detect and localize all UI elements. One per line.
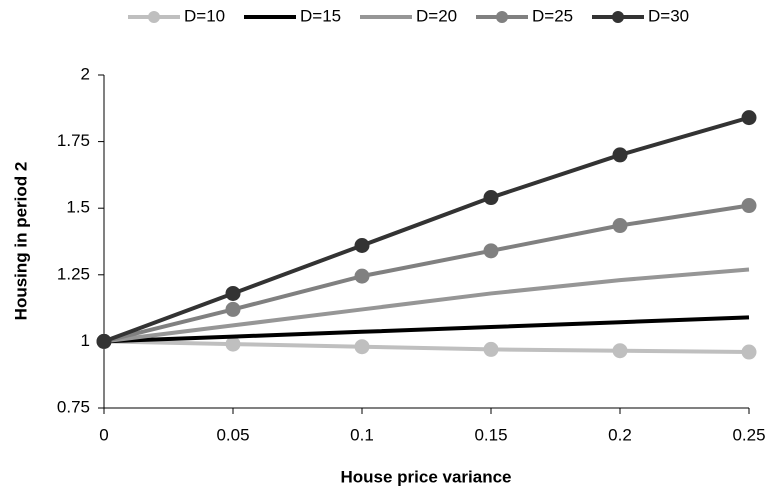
series-line [103, 339, 750, 355]
y-axis-title: Housing in period 2 [11, 162, 30, 321]
series-marker [354, 268, 370, 284]
series-marker [741, 198, 757, 214]
series-marker [225, 301, 241, 317]
series-marker [612, 343, 628, 359]
y-tick-label: 1.5 [66, 198, 90, 217]
y-tick-label: 1.75 [57, 131, 90, 150]
legend-label: D=30 [648, 6, 689, 25]
series-marker [225, 285, 241, 301]
y-tick-label: 2 [81, 64, 90, 83]
series-marker [354, 237, 370, 253]
series-line [103, 115, 750, 344]
legend-label: D=25 [532, 6, 573, 25]
y-tick-label: 1 [81, 331, 90, 350]
series-marker [354, 339, 370, 355]
series-line [103, 267, 750, 344]
series-marker [225, 336, 241, 352]
series-line [103, 203, 750, 344]
series-marker [483, 243, 499, 259]
x-axis-title: House price variance [340, 467, 511, 486]
y-tick-label: 1.25 [57, 264, 90, 283]
x-tick-label: 0.25 [732, 425, 765, 444]
legend-marker [148, 11, 160, 23]
legend-label: D=20 [416, 6, 457, 25]
legend-marker [496, 11, 508, 23]
series-marker [483, 341, 499, 357]
series-marker [741, 110, 757, 126]
x-tick-label: 0.2 [608, 425, 632, 444]
series-marker [483, 190, 499, 206]
series-marker [96, 333, 112, 349]
y-tick-label: 0.75 [57, 397, 90, 416]
series-marker [612, 147, 628, 163]
legend-marker [612, 11, 624, 23]
series-line [103, 315, 750, 344]
x-tick-label: 0 [99, 425, 108, 444]
x-tick-label: 0.05 [216, 425, 249, 444]
x-tick-label: 0.15 [474, 425, 507, 444]
legend-label: D=15 [300, 6, 341, 25]
series-marker [612, 218, 628, 234]
legend-label: D=10 [184, 6, 225, 25]
series-marker [741, 344, 757, 360]
x-tick-label: 0.1 [350, 425, 374, 444]
